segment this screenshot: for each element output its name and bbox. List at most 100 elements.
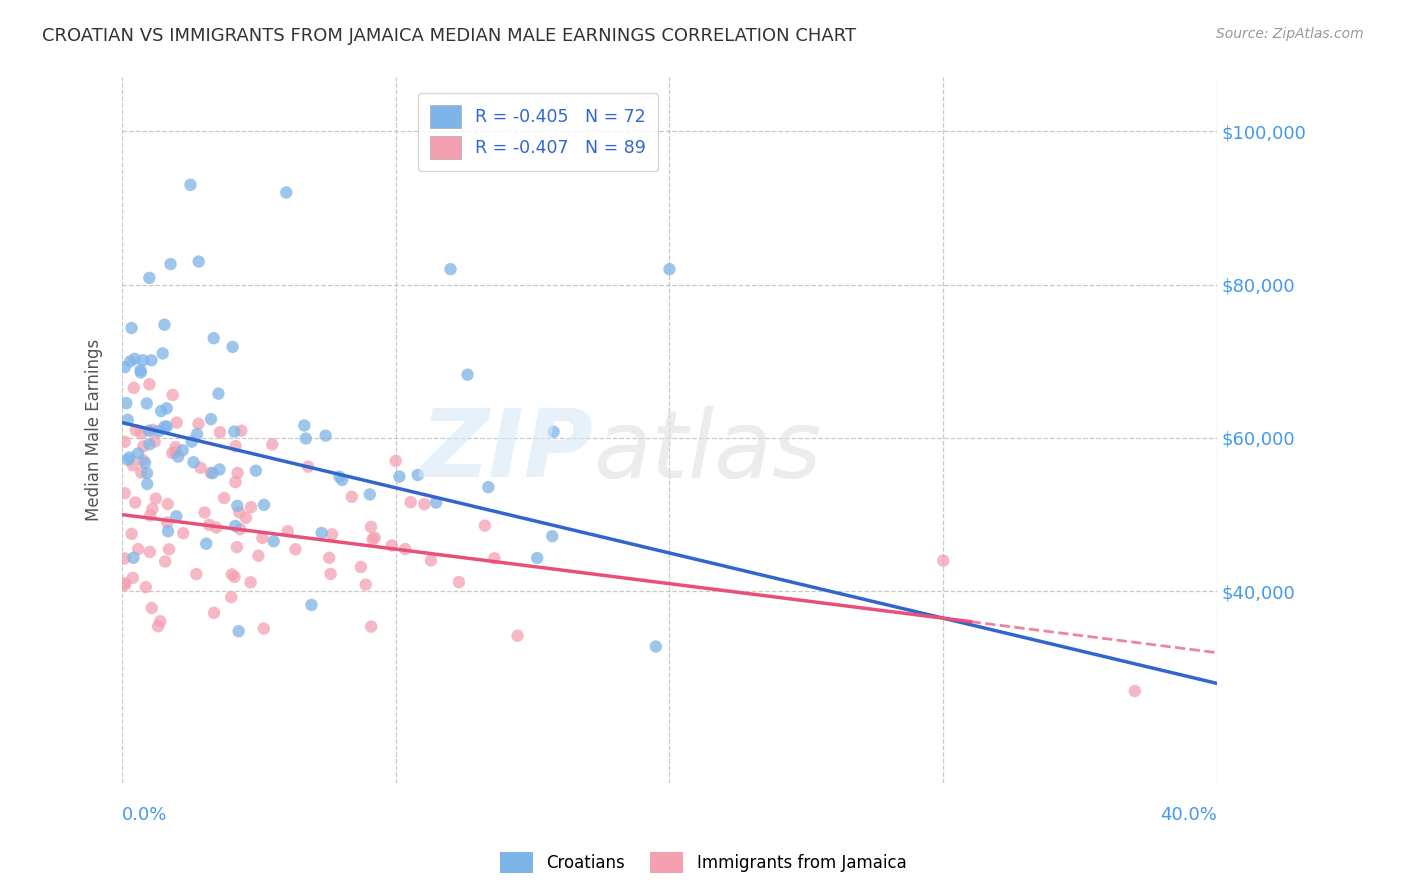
Point — [139, 508, 162, 523]
Point — [117, 452, 139, 467]
Point — [187, 417, 209, 431]
Point — [221, 340, 243, 354]
Point — [932, 554, 955, 568]
Point — [138, 437, 160, 451]
Text: ZIP: ZIP — [420, 406, 593, 498]
Point — [360, 520, 382, 534]
Text: CROATIAN VS IMMIGRANTS FROM JAMAICA MEDIAN MALE EARNINGS CORRELATION CHART: CROATIAN VS IMMIGRANTS FROM JAMAICA MEDI… — [42, 27, 856, 45]
Point — [118, 450, 141, 465]
Point — [195, 536, 218, 550]
Point — [122, 381, 145, 395]
Point — [1123, 684, 1146, 698]
Legend: R = -0.405   N = 72, R = -0.407   N = 89: R = -0.405 N = 72, R = -0.407 N = 89 — [418, 93, 658, 170]
Point — [114, 576, 136, 591]
Point — [311, 525, 333, 540]
Point — [187, 254, 209, 268]
Point — [186, 567, 208, 582]
Point — [138, 377, 160, 392]
Point — [224, 519, 246, 533]
Point — [419, 553, 441, 567]
Point — [165, 509, 187, 524]
Point — [129, 466, 152, 480]
Point — [457, 368, 479, 382]
Point — [172, 526, 194, 541]
Point — [231, 424, 253, 438]
Point — [297, 459, 319, 474]
Point — [121, 458, 143, 473]
Point — [315, 428, 337, 442]
Point — [208, 462, 231, 476]
Point — [543, 425, 565, 439]
Point — [117, 413, 139, 427]
Point — [125, 423, 148, 437]
Point — [138, 271, 160, 285]
Point — [149, 615, 172, 629]
Point — [201, 466, 224, 480]
Point — [159, 257, 181, 271]
Point — [252, 531, 274, 545]
Point — [328, 469, 350, 483]
Point — [156, 401, 179, 416]
Point — [132, 353, 155, 368]
Point — [172, 443, 194, 458]
Point — [239, 500, 262, 515]
Point — [277, 524, 299, 539]
Text: atlas: atlas — [593, 406, 821, 497]
Point — [186, 427, 208, 442]
Point — [228, 505, 250, 519]
Point — [129, 366, 152, 380]
Point — [114, 360, 136, 375]
Point — [226, 466, 249, 480]
Point — [142, 423, 165, 437]
Point — [295, 432, 318, 446]
Point — [127, 542, 149, 557]
Point — [253, 622, 276, 636]
Point — [114, 434, 136, 449]
Point — [284, 542, 307, 557]
Point — [136, 477, 159, 491]
Point — [194, 506, 217, 520]
Point — [658, 262, 681, 277]
Point — [132, 453, 155, 467]
Point — [153, 419, 176, 434]
Point — [200, 466, 222, 480]
Point — [321, 527, 343, 541]
Point — [239, 575, 262, 590]
Point — [138, 424, 160, 438]
Point — [224, 425, 246, 439]
Point — [153, 318, 176, 332]
Point — [131, 426, 153, 441]
Point — [526, 551, 548, 566]
Point — [225, 540, 247, 554]
Point — [541, 529, 564, 543]
Text: Source: ZipAtlas.com: Source: ZipAtlas.com — [1216, 27, 1364, 41]
Point — [167, 450, 190, 464]
Point — [156, 497, 179, 511]
Point — [224, 475, 246, 489]
Point — [262, 437, 284, 451]
Point — [235, 511, 257, 525]
Point — [157, 524, 180, 539]
Point — [132, 439, 155, 453]
Point — [156, 419, 179, 434]
Point — [162, 388, 184, 402]
Point — [200, 412, 222, 426]
Point — [134, 456, 156, 470]
Point — [208, 425, 231, 440]
Point — [245, 464, 267, 478]
Text: 0.0%: 0.0% — [122, 806, 167, 824]
Point — [153, 554, 176, 568]
Point — [360, 619, 382, 633]
Point — [253, 498, 276, 512]
Point — [129, 363, 152, 377]
Point — [447, 575, 470, 590]
Point — [484, 551, 506, 566]
Point — [225, 439, 247, 453]
Point — [127, 446, 149, 460]
Point — [363, 531, 385, 545]
Point — [135, 396, 157, 410]
Point — [226, 499, 249, 513]
Point — [221, 567, 243, 582]
Point — [157, 542, 180, 557]
Point — [141, 353, 163, 368]
